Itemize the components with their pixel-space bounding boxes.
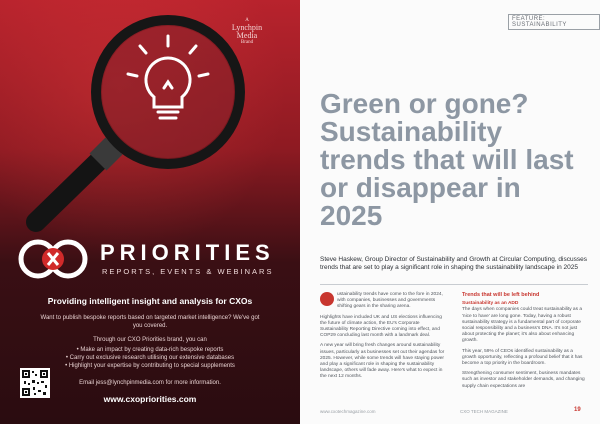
qr-code-icon: [20, 368, 50, 398]
footer-magazine: CXO TECH MAGAZINE: [460, 409, 508, 414]
body-paragraph: The days when companies could treat sust…: [462, 307, 582, 344]
page-number: 19: [574, 407, 581, 413]
divider: [320, 284, 588, 285]
website-url[interactable]: www.cxopriorities.com: [103, 394, 197, 404]
section-heading: Trends that will be left behind: [462, 292, 540, 298]
drop-cap-marker: [320, 292, 334, 306]
body-paragraph: Strengthening consumer sentiment, busine…: [462, 371, 585, 389]
article-column-1: ustainability trends have come to the fo…: [320, 292, 446, 381]
subheading: Sustainability as an ADD: [462, 301, 519, 307]
article-standfirst: Steve Haskew, Group Director of Sustaina…: [320, 256, 587, 271]
article-column-2: Trends that will be left behind Sustaina…: [462, 292, 588, 390]
advert-tagline: Providing intelligent insight and analys…: [47, 296, 253, 306]
advert-lead-in: Through our CXO Priorities brand, you ca…: [93, 337, 207, 343]
article-page: FEATURE: SUSTAINABILITY Green or gone? S…: [300, 0, 600, 424]
body-paragraph: This year, 59% of CEOs identified sustai…: [462, 348, 583, 367]
priorities-subtitle: REPORTS, EVENTS & WEBINARS: [102, 267, 274, 276]
cxo-priorities-logo: PRIORITIES REPORTS, EVENTS & WEBINARS: [18, 236, 288, 282]
cxo-logo-icon: [18, 239, 88, 279]
spotlight-glow: [0, 0, 300, 280]
magnifying-glass-lightbulb-icon: [26, 15, 245, 232]
list-item: • Carry out exclusive research utilising…: [65, 355, 235, 361]
body-paragraph: ustainability trends have come to the fo…: [337, 292, 443, 310]
article-headline: Green or gone? Sustainability trends tha…: [320, 88, 574, 231]
advert-intro: Want to publish bespoke reports based on…: [40, 315, 260, 329]
body-paragraph: Highlights have included UK and US elect…: [320, 314, 442, 339]
body-paragraph: A new year will bring fresh changes arou…: [320, 343, 445, 380]
advert-page: A Lynchpin Media Brand PRIORITIES: [0, 0, 300, 424]
footer-website: www.cxotechmagazine.com: [320, 409, 376, 414]
list-item: • Highlight your expertise by contributi…: [65, 363, 235, 369]
section-tag: FEATURE: SUSTAINABILITY: [508, 14, 600, 30]
contact-email: Email jess@lynchpinmedia.com for more in…: [79, 380, 221, 386]
priorities-wordmark: PRIORITIES: [100, 240, 275, 265]
lynchpin-media-logo: A Lynchpin Media Brand: [231, 18, 263, 45]
list-item: • Make an impact by creating data-rich b…: [76, 347, 224, 353]
advert-bullet-list: • Make an impact by creating data-rich b…: [40, 346, 260, 370]
